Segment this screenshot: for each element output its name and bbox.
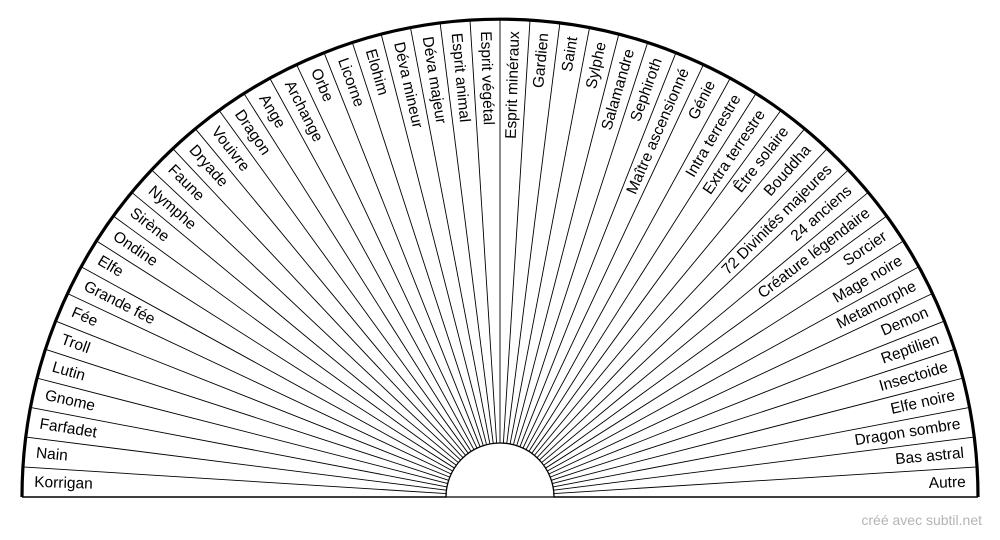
sector-label: Elfe noire — [889, 387, 957, 418]
sector-label: Elohim — [362, 47, 392, 97]
sector-label: Dragon sombre — [853, 416, 961, 450]
sector-divider — [351, 42, 484, 446]
sector-divider — [80, 266, 453, 472]
sector-divider — [439, 22, 494, 444]
sector-label: Farfadet — [38, 416, 98, 442]
sector-label: Licorne — [334, 56, 367, 110]
sector-dividers — [22, 19, 978, 495]
sector-divider — [409, 27, 491, 445]
sector-divider — [25, 436, 447, 491]
sector-divider — [536, 148, 828, 458]
sector-divider — [218, 110, 469, 454]
sector-divider — [131, 191, 459, 463]
sector-label: Fée — [69, 304, 100, 330]
sector-divider — [528, 93, 757, 452]
sector-divider — [552, 377, 964, 485]
sector-label: Déva mineur — [390, 40, 426, 129]
outer-arc — [20, 17, 980, 498]
sector-label: Gardien — [530, 32, 552, 89]
sector-label: Nain — [35, 445, 68, 465]
sector-divider — [96, 240, 455, 469]
sector-divider — [67, 293, 452, 475]
sector-divider — [502, 19, 531, 444]
sector-label: Korrigan — [34, 474, 93, 493]
sector-divider — [194, 128, 466, 456]
sector-divider — [469, 19, 498, 444]
sector-label: Bas astral — [895, 445, 965, 468]
sector-divider — [534, 128, 806, 456]
sector-divider — [519, 52, 677, 447]
sector-divider — [522, 64, 704, 449]
sector-divider — [541, 191, 869, 463]
sector-label: Lutin — [50, 359, 87, 385]
sector-divider — [525, 77, 731, 450]
sector-divider — [55, 320, 450, 478]
sector-label: Troll — [59, 331, 93, 357]
sector-divider — [296, 64, 478, 449]
sector-divider — [269, 77, 475, 450]
sector-divider — [113, 215, 457, 466]
sector-divider — [539, 169, 849, 461]
sector-divider — [151, 169, 461, 461]
sector-label: Autre — [928, 474, 966, 492]
credit-text: créé avec subtil.net — [861, 512, 982, 528]
sector-divider — [323, 52, 481, 447]
sector-divider — [552, 406, 970, 488]
sector-divider — [516, 42, 649, 446]
sector-label: Génie — [685, 78, 719, 123]
sector-divider — [30, 406, 448, 488]
sector-divider — [550, 320, 945, 478]
sector-divider — [551, 348, 955, 481]
sector-divider — [243, 93, 472, 452]
sector-label: Esprit minéraux — [503, 31, 523, 139]
sector-divider — [548, 293, 933, 475]
sector-label: Saint — [559, 35, 581, 73]
sector-divider — [553, 436, 975, 491]
sector-divider — [531, 110, 782, 454]
sector-divider — [380, 33, 488, 445]
sector-label: Ange — [255, 92, 288, 132]
inner-hub-arc — [445, 442, 555, 498]
sector-divider — [45, 348, 449, 481]
sector-divider — [22, 466, 447, 495]
sector-label: Esprit végétal — [477, 31, 497, 125]
sector-divider — [543, 215, 887, 466]
sector-divider — [509, 27, 591, 445]
sector-divider — [545, 240, 904, 469]
sector-divider — [36, 377, 448, 485]
sector-divider — [512, 33, 620, 445]
sector-divider — [547, 266, 920, 472]
sector-divider — [506, 22, 561, 444]
sector-divider — [553, 466, 978, 495]
sector-divider — [172, 148, 464, 458]
